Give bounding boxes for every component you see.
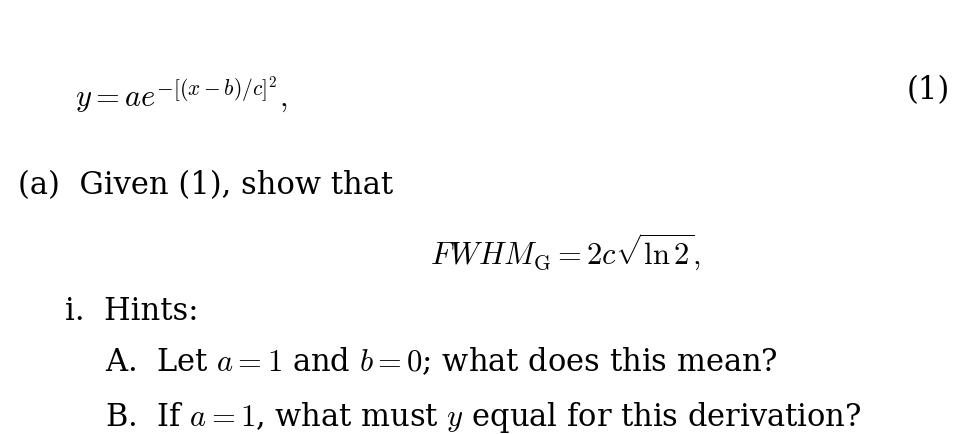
Text: $y = ae^{-[(x-b)/c]^2},$: $y = ae^{-[(x-b)/c]^2},$ — [75, 75, 287, 116]
Text: A.  Let $a = 1$ and $b = 0$; what does this mean?: A. Let $a = 1$ and $b = 0$; what does th… — [105, 346, 778, 378]
Text: (1): (1) — [906, 75, 950, 106]
Text: $FWHM_{\mathrm{G}} = 2c\sqrt{\ln 2},$: $FWHM_{\mathrm{G}} = 2c\sqrt{\ln 2},$ — [430, 232, 701, 273]
Text: (a)  Given (1), show that: (a) Given (1), show that — [18, 170, 393, 201]
Text: i.  Hints:: i. Hints: — [65, 296, 199, 327]
Text: B.  If $a = 1$, what must $y$ equal for this derivation?: B. If $a = 1$, what must $y$ equal for t… — [105, 400, 861, 434]
